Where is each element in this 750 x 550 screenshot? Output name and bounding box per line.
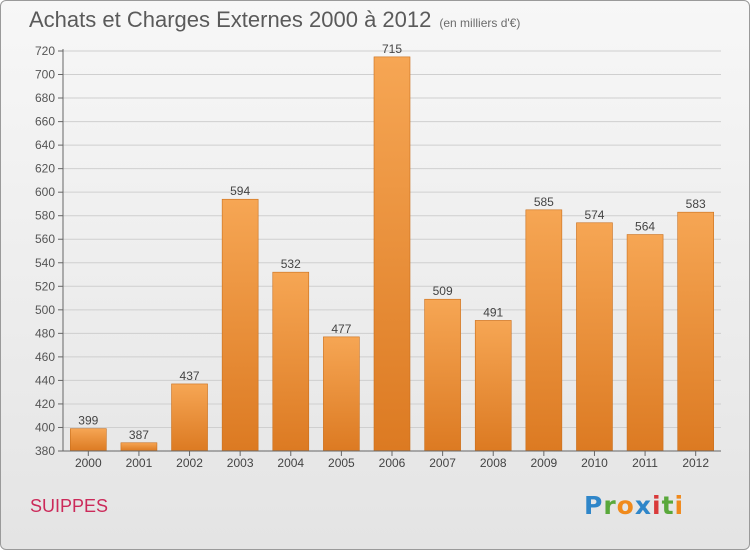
y-tick-label: 600 [35,185,55,199]
data-label: 594 [230,184,250,198]
x-tick-label: 2008 [480,456,507,470]
bar-2002 [171,383,208,452]
y-tick-label: 560 [35,232,55,246]
data-label: 583 [686,197,706,211]
y-tick-label: 580 [35,209,55,223]
y-tick-label: 620 [35,162,55,176]
x-tick-label: 2006 [379,456,406,470]
chart-subtitle: (en milliers d'€) [439,16,521,30]
data-label: 387 [129,428,149,442]
bar-2001 [120,442,158,452]
bar-2012 [677,211,714,452]
y-tick-label: 640 [35,138,55,152]
y-tick-label: 500 [35,303,55,317]
bar-2008 [474,320,512,452]
place-name: SUIPPES [30,496,109,516]
chart-title-text: Achats et Charges Externes 2000 à 2012 [29,7,432,32]
y-tick-label: 720 [35,44,55,58]
y-tick-label: 540 [35,256,55,270]
bar-2006 [373,56,411,452]
x-tick-label: 2011 [632,456,658,470]
data-label: 585 [534,195,554,209]
data-label: 491 [483,305,503,319]
data-label: 574 [584,208,604,222]
bar-2005 [323,336,360,452]
bar-2000 [70,428,107,452]
bar-2011 [626,234,664,452]
data-label: 509 [433,284,453,298]
data-label: 437 [180,369,200,383]
data-label: 532 [281,257,301,271]
bars: 399 387 437 594 532 477 715 509 491 585 574 564 583 [70,42,714,452]
y-tick-label: 680 [35,91,55,105]
bar-2009 [525,209,563,452]
y-tick-label: 440 [35,373,55,387]
x-tick-label: 2004 [277,456,304,470]
chart-title: Achats et Charges Externes 2000 à 2012 (e… [29,7,520,33]
data-label: 564 [635,220,655,234]
x-tick-label: 2005 [328,456,355,470]
x-axis: 2000 2001 2002 2003 2004 2005 2006 2007 2008 2009… [63,450,721,470]
data-label: 477 [331,322,351,336]
x-tick-label: 2000 [75,456,102,470]
y-tick-label: 400 [35,420,55,434]
x-tick-label: 2001 [126,456,153,470]
x-tick-label: 2010 [581,456,608,470]
x-tick-label: 2012 [682,456,709,470]
y-tick-label: 480 [35,326,55,340]
bar-2007 [424,298,461,452]
proxiti-logo: Proxiti [584,491,685,520]
bar-2003 [221,198,259,452]
y-tick-label: 420 [35,397,55,411]
bar-2004 [272,271,310,452]
data-label: 399 [78,414,98,428]
data-label: 715 [382,42,402,56]
y-tick-label: 460 [35,350,55,364]
y-tick-label: 660 [35,115,55,129]
x-tick-label: 2007 [429,456,456,470]
x-tick-label: 2003 [227,456,254,470]
x-tick-label: 2002 [176,456,203,470]
bar-2010 [576,222,613,452]
y-tick-label: 520 [35,279,55,293]
y-tick-label: 700 [35,68,55,82]
y-tick-label: 380 [35,444,55,458]
y-axis: 380 400 420 440 460 480 500 520 540 560 580 600 620 6… [35,44,64,458]
x-tick-label: 2009 [530,456,557,470]
